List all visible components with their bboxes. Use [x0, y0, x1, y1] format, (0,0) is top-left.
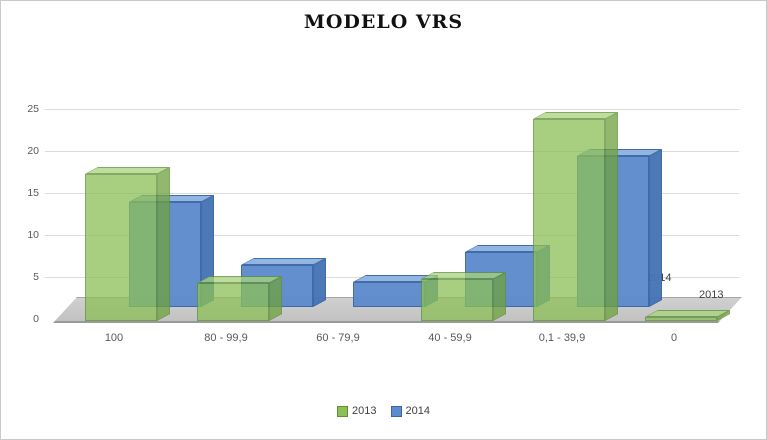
chart-title: MODELO VRS: [303, 11, 464, 33]
bar-2013-0[interactable]: [645, 309, 731, 321]
legend-label-2013: 2013: [352, 405, 377, 417]
bar-2014-60 - 79,9[interactable]: [353, 274, 439, 307]
gridline-20: [45, 151, 739, 152]
bar-2013-80 - 99,9[interactable]: [197, 276, 283, 321]
x-axis-label-4: 0,1 - 39,9: [538, 332, 586, 344]
legend-swatch-2014: [390, 405, 402, 417]
bar-side-face: [269, 276, 282, 321]
legend-item-2013[interactable]: 2013: [337, 405, 377, 417]
y-axis-label-25: 25: [27, 103, 39, 115]
x-axis-label-0: 100: [104, 332, 124, 344]
gridline-15: [45, 193, 739, 194]
x-axis-label-1: 80 - 99,9: [204, 332, 248, 344]
bar-front-face: [421, 279, 493, 321]
y-axis-label-20: 20: [27, 145, 39, 157]
gridline-25: [45, 109, 739, 110]
legend-swatch-2013: [337, 405, 349, 417]
bar-side-face: [157, 167, 170, 321]
legend-label-2014: 2014: [405, 405, 430, 417]
bar-2013-100[interactable]: [85, 167, 171, 321]
bar-front-face: [533, 119, 605, 321]
bar-front-face: [353, 281, 425, 307]
depth-axis-label-2013: 2013: [699, 289, 724, 301]
bar-side-face: [313, 258, 326, 307]
legend-item-2014[interactable]: 2014: [390, 405, 430, 417]
bar-side-face: [493, 272, 506, 321]
bar-2013-40 - 59,9[interactable]: [421, 272, 507, 321]
y-axis-label-5: 5: [33, 271, 39, 283]
bar-side-face: [649, 148, 662, 307]
bar-front-face: [645, 316, 717, 321]
x-axis-label-5: 0: [670, 332, 678, 344]
bar-front-face: [85, 174, 157, 321]
x-axis-label-2: 60 - 79,9: [316, 332, 360, 344]
bar-side-face: [605, 112, 618, 321]
bar-2013-0,1 - 39,9[interactable]: [533, 112, 619, 321]
chart-legend: 2013 2014: [1, 405, 766, 417]
x-axis-label-3: 40 - 59,9: [428, 332, 472, 344]
gridline-10: [45, 235, 739, 236]
y-axis-label-0: 0: [33, 313, 39, 325]
y-axis-label-10: 10: [27, 229, 39, 241]
bar-front-face: [197, 283, 269, 321]
y-axis-label-15: 15: [27, 187, 39, 199]
